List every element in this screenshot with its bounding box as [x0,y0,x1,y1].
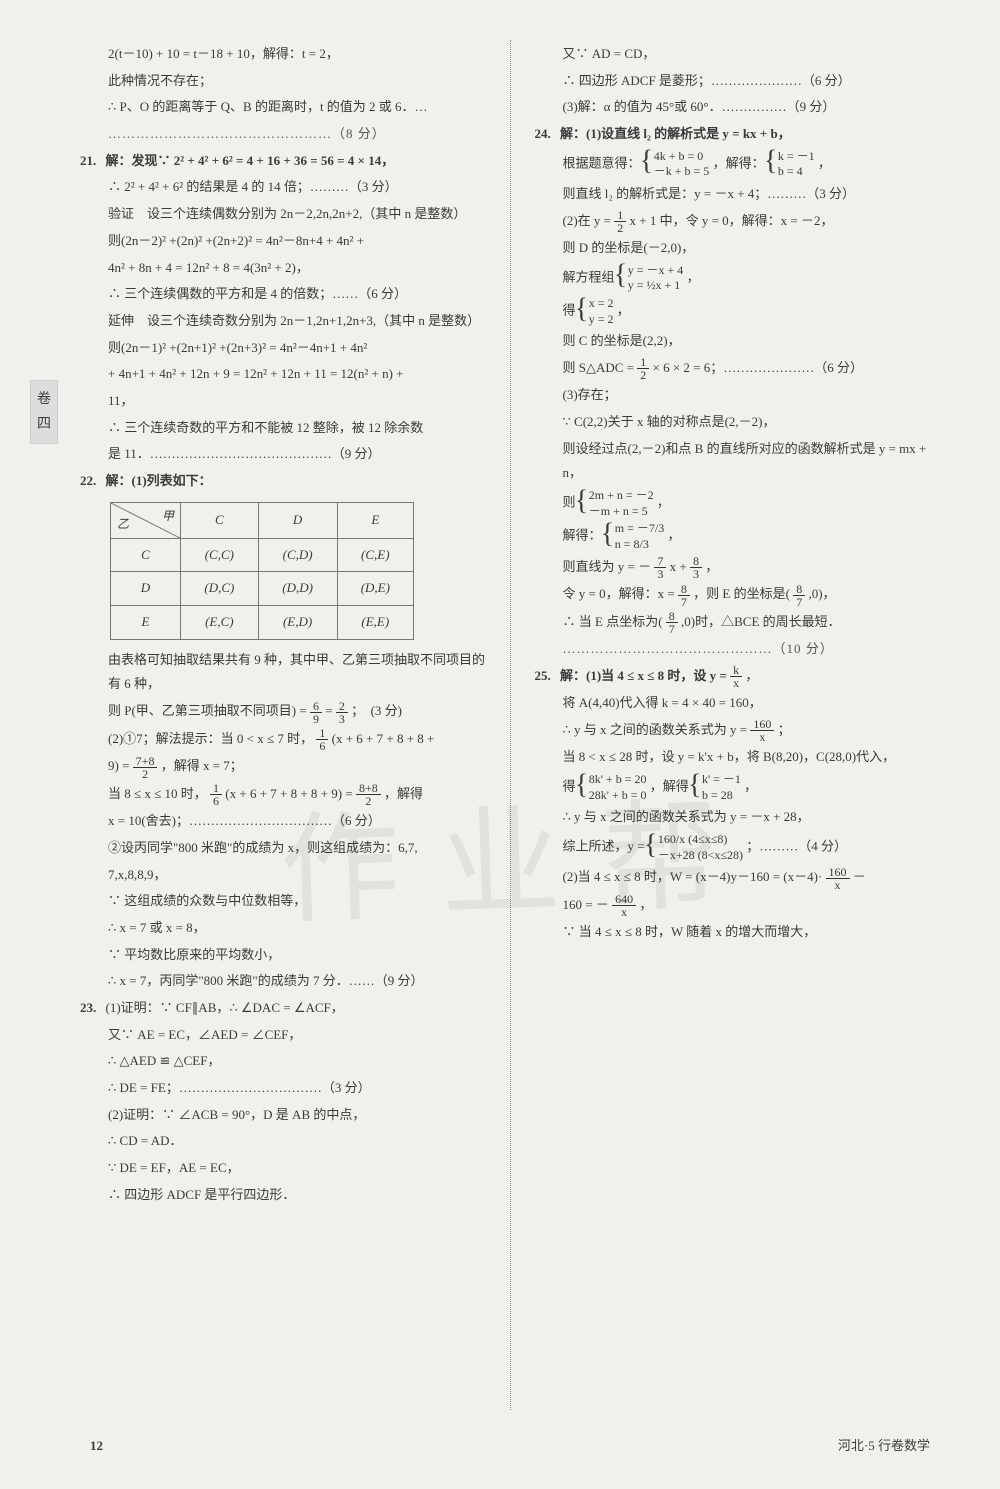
text-line: (2)在 y = 12 x + 1 中，令 y = 0，解得：x = －2， [535,209,941,235]
text-line: (2)当 4 ≤ x ≤ 8 时，W = (x－4)y－160 = (x－4)·… [535,865,941,891]
text-line: (3)解：α 的值为 45°或 60°．……………（9 分） [535,95,941,120]
text-line: 则(2n－2)² +(2n)² +(2n+2)² = 4n²－8n+4 + 4n… [80,229,486,254]
table-row: E (E,C) (E,D) (E,E) [111,606,414,640]
text-line: 延伸 设三个连续奇数分别为 2n－1,2n+1,2n+3,（其中 n 是整数） [80,309,486,334]
points-line: …………………………………………（8 分） [80,122,486,147]
text-line: 又∵ AE = EC，∠AED = ∠CEF， [80,1023,486,1048]
text-line: ∵ 当 4 ≤ x ≤ 8 时，W 随着 x 的增大而增大， [535,920,941,945]
problem-23: 23. (1)证明：∵ CF∥AB，∴ ∠DAC = ∠ACF， [80,996,486,1021]
footer: 12 河北·5 行卷数学 [80,1434,940,1459]
table-diag-cell: 甲 乙 [111,502,181,538]
text-line: 解方程组 y = －x + 4y = ½x + 1 ， [535,263,941,294]
page-body: 2(t－10) + 10 = t－18 + 10，解得：t = 2， 此种情况不… [80,40,940,1410]
text-line: 综上所述，y = 160/x (4≤x≤8)－x+28 (8<x≤28) ；……… [535,832,941,863]
text-line: 是 11．……………………………………（9 分） [80,442,486,467]
text-line: ∴ 三个连续偶数的平方和是 4 的倍数；……（6 分） [80,282,486,307]
text-line: 根据题意得： 4k + b = 0－k + b = 5 ，解得： k = －1b… [535,149,941,180]
text-line: ∴ DE = FE；……………………………（3 分） [80,1076,486,1101]
problem-number: 25. [535,668,551,683]
text-line: 2(t－10) + 10 = t－18 + 10，解得：t = 2， [80,42,486,67]
text-line: ∴ 三个连续奇数的平方和不能被 12 整除，被 12 除余数 [80,416,486,441]
text-line: 则 S△ADC = 12 × 6 × 2 = 6；…………………（6 分） [535,356,941,382]
text-line: + 4n+1 + 4n² + 12n + 9 = 12n² + 12n + 11… [80,362,486,387]
text-line: ∴ y 与 x 之间的函数关系式为 y = 160x ； [535,718,941,744]
problem-24: 24. 解：(1)设直线 l₂ 的解析式是 y = kx + b， [535,122,941,147]
points-line: ………………………………………（10 分） [535,637,941,662]
text-line: ∵ 平均数比原来的平均数小， [80,943,486,968]
probability-table: 甲 乙 C D E C (C,C) (C,D) (C,E) D (D,C) (D… [110,502,414,640]
text-line: (1)证明：∵ CF∥AB，∴ ∠DAC = ∠ACF， [106,1000,344,1015]
text-line: 则设经过点(2,－2)和点 B 的直线所对应的函数解析式是 y = mx + n… [535,437,941,486]
text-line: 4n² + 8n + 4 = 12n² + 8 = 4(3n² + 2)， [80,256,486,281]
text-line: 解：(1)设直线 l₂ 的解析式是 y = kx + b， [560,126,791,141]
problem-21: 21. 解：发现∵ 2² + 4² + 6² = 4 + 16 + 36 = 5… [80,149,486,174]
text-line: ∴ x = 7，丙同学"800 米跑"的成绩为 7 分．……（9 分） [80,969,486,994]
problem-number: 24. [535,126,551,141]
problem-number: 23. [80,1000,96,1015]
text-line: 则(2n－1)² +(2n+1)² +(2n+3)² = 4n²－4n+1 + … [80,336,486,361]
text-line: (3)存在； [535,383,941,408]
text-line: 当 8 < x ≤ 28 时，设 y = k'x + b，将 B(8,20)，C… [535,745,941,770]
text-line: 则 D 的坐标是(－2,0)， [535,236,941,261]
text-line: ∵ 这组成绩的众数与中位数相等， [80,889,486,914]
text-line: ∴ P、O 的距离等于 Q、B 的距离时，t 的值为 2 或 6．… [80,95,486,120]
table-row: D (D,C) (D,D) (D,E) [111,572,414,606]
right-column: 又∵ AD = CD， ∴ 四边形 ADCF 是菱形；…………………（6 分） … [535,40,941,1410]
text-line: ∴ x = 7 或 x = 8， [80,916,486,941]
text-line: ∴ 四边形 ADCF 是平行四边形． [80,1183,486,1208]
side-tab-top: 卷 [33,387,55,412]
text-line: 则直线为 y = － 73 x + 83 ， [535,555,941,581]
text-line: 解：发现∵ 2² + 4² + 6² = 4 + 16 + 36 = 56 = … [106,153,395,168]
text-line: 160 = － 640x ， [535,893,941,919]
table-row: C (C,C) (C,D) (C,E) [111,538,414,572]
text-line: 由表格可知抽取结果共有 9 种，其中甲、乙第三项抽取不同项目的有 6 种， [80,648,486,697]
text-line: (2)证明：∵ ∠ACB = 90°，D 是 AB 的中点， [80,1103,486,1128]
text-line: ∴ 四边形 ADCF 是菱形；…………………（6 分） [535,69,941,94]
problem-25: 25. 解：(1)当 4 ≤ x ≤ 8 时，设 y = kx ， [535,664,941,690]
text-line: ∴ y 与 x 之间的函数关系式为 y = －x + 28， [535,805,941,830]
text-line: ∴ CD = AD． [80,1129,486,1154]
text-line: ∵ C(2,2)关于 x 轴的对称点是(2,－2)， [535,410,941,435]
text-line: 9) = 7+82 ，解得 x = 7； [80,754,486,780]
text-line: 11， [80,389,486,414]
text-line: 解：(1)列表如下： [106,473,212,488]
left-column: 2(t－10) + 10 = t－18 + 10，解得：t = 2， 此种情况不… [80,40,486,1410]
text-line: ∵ DE = EF，AE = EC， [80,1156,486,1181]
text-line: ∴ △AED ≌ △CEF， [80,1049,486,1074]
column-divider [510,40,511,1410]
text-line: 此种情况不存在； [80,69,486,94]
text-line: x = 10(舍去)；……………………………（6 分） [80,809,486,834]
text-line: 7,x,8,8,9， [80,863,486,888]
text-line: 又∵ AD = CD， [535,42,941,67]
text-line: 验证 设三个连续偶数分别为 2n－2,2n,2n+2,（其中 n 是整数） [80,202,486,227]
problem-number: 21. [80,153,96,168]
text-line: ②设丙同学"800 米跑"的成绩为 x，则这组成绩为：6,7, [80,836,486,861]
text-line: 则 P(甲、乙第三项抽取不同项目) = 69 = 23 ； (3 分) [80,699,486,725]
table-header: C [181,502,259,538]
text-line: 得 x = 2y = 2 ， [535,296,941,327]
text-line: 将 A(4,40)代入得 k = 4 × 40 = 160， [535,691,941,716]
text-line: ∴ 2² + 4² + 6² 的结果是 4 的 14 倍；………（3 分） [80,175,486,200]
text-line: 则 2m + n = －2－m + n = 5 ， [535,488,941,519]
text-line: 令 y = 0，解得：x = 87 ，则 E 的坐标是( 87 ,0)， [535,582,941,608]
text-line: 当 8 ≤ x ≤ 10 时， 16 (x + 6 + 7 + 8 + 8 + … [80,782,486,808]
side-tab: 卷 四 [30,380,58,444]
text-line: 得 8k' + b = 2028k' + b = 0 ，解得 k' = －1b … [535,772,941,803]
side-tab-bottom: 四 [33,412,55,437]
table-header: D [258,502,337,538]
text-line: 则直线 l₂ 的解析式是：y = －x + 4；………（3 分） [535,182,941,207]
page-number: 12 [90,1434,103,1459]
text-line: (2)①7；解法提示：当 0 < x ≤ 7 时， 16 (x + 6 + 7 … [80,727,486,753]
problem-number: 22. [80,473,96,488]
table-header: E [337,502,414,538]
problem-22: 22. 解：(1)列表如下： [80,469,486,494]
text-line: 解得： m = －7/3n = 8/3 ， [535,521,941,552]
text-line: ∴ 当 E 点坐标为( 87 ,0)时，△BCE 的周长最短． [535,610,941,636]
footer-label: 河北·5 行卷数学 [838,1434,930,1459]
text-line: 则 C 的坐标是(2,2)， [535,329,941,354]
